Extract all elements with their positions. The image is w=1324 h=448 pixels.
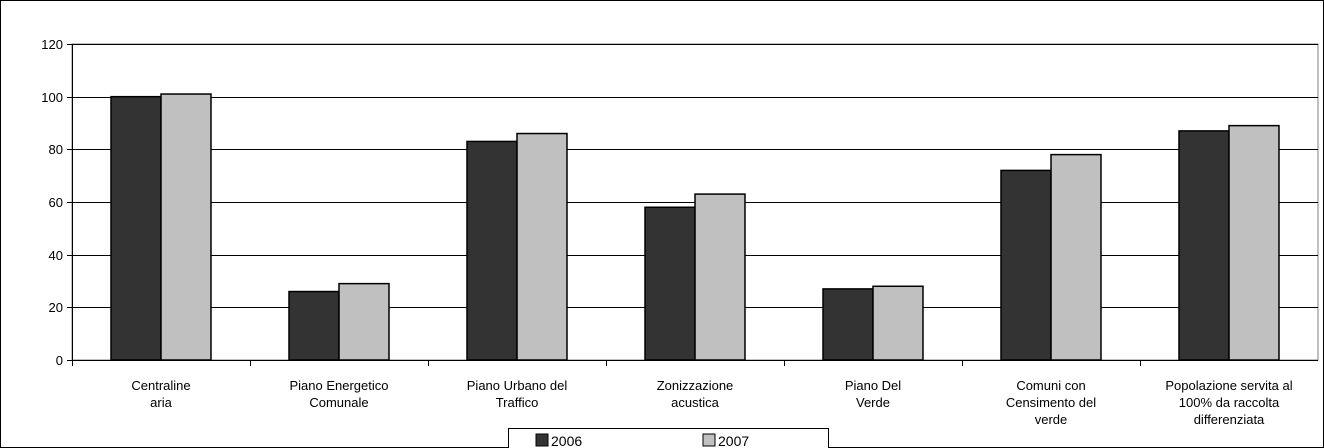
bar-2007-3: [694, 193, 746, 361]
legend-swatch-2006: [535, 433, 549, 447]
bar-2006-2: [466, 140, 518, 361]
legend: 2006 2007: [508, 428, 829, 448]
bar-2007-4: [872, 285, 924, 361]
bar-2007-5: [1050, 153, 1102, 361]
y-tick-label: 40: [49, 248, 63, 263]
y-axis: 0 20 40 60 80 100 120: [41, 37, 73, 368]
y-tick-label: 20: [49, 300, 63, 315]
x-category-label: Zonizzazione: [657, 378, 734, 393]
x-category-label: Piano Energetico: [289, 378, 388, 393]
x-category-label: verde: [1035, 412, 1068, 427]
x-category-label: 100% da raccolta: [1179, 395, 1280, 410]
legend-box: [508, 428, 829, 448]
x-category-label: Popolazione servita al: [1165, 378, 1292, 393]
x-category-label: Comunale: [309, 395, 368, 410]
bar-2006-6: [1178, 130, 1230, 361]
x-category-label: Piano Del: [845, 378, 901, 393]
legend-label-2006: 2006: [551, 433, 582, 448]
x-category-label: Traffico: [496, 395, 539, 410]
bar-2006-5: [1000, 169, 1052, 361]
x-category-label: aria: [150, 395, 172, 410]
x-category-label: differenziata: [1194, 412, 1265, 427]
bar-2006-4: [822, 288, 874, 361]
x-category-label: Centraline: [131, 378, 190, 393]
x-category-label: acustica: [671, 395, 719, 410]
y-tick-label: 0: [56, 353, 63, 368]
bar-2007-6: [1228, 124, 1280, 361]
x-axis: Centraline aria Piano Energetico Comunale Pi…: [72, 360, 1318, 427]
bar-2007-1: [338, 282, 390, 361]
x-category-label: Verde: [856, 395, 890, 410]
x-category-label: Piano Urbano del: [467, 378, 568, 393]
y-tick-label: 60: [49, 195, 63, 210]
y-tick-label: 120: [41, 37, 63, 52]
x-category-label: Censimento del: [1006, 395, 1096, 410]
legend-swatch-2007: [702, 433, 716, 447]
bar-2006-1: [288, 290, 340, 361]
y-tick-label: 80: [49, 142, 63, 157]
x-category-label: Comuni con: [1016, 378, 1085, 393]
bars: [110, 93, 1280, 361]
bar-2007-2: [516, 132, 568, 361]
bar-2006-3: [644, 206, 696, 361]
bar-2007-0: [160, 93, 212, 361]
y-tick-label: 100: [41, 90, 63, 105]
legend-label-2007: 2007: [718, 433, 749, 448]
bar-2006-0: [110, 95, 162, 361]
